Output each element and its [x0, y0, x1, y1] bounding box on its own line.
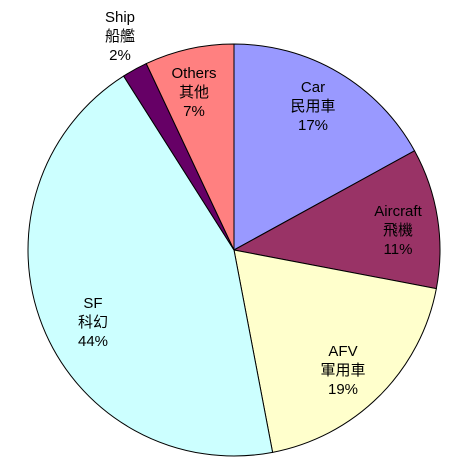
- slice-label-car: Car 民用車 17%: [290, 79, 335, 134]
- slice-label-zh: 民用車: [290, 98, 335, 115]
- pie-slice-aircraft: [232, 150, 441, 290]
- slice-label-sf: SF 科幻 44%: [78, 295, 108, 350]
- slice-label-others: Others 其他 7%: [171, 65, 216, 120]
- slice-value-label: 2%: [109, 47, 131, 64]
- slice-label-zh: 軍用車: [320, 362, 365, 379]
- slice-label-en: Others: [171, 65, 216, 82]
- slice-value-label: 11%: [384, 241, 413, 258]
- labels-layer: Car 民用車 17% Aircraft 飛機 11% AFV 軍用車 19% SF 科幻 44% Sh…: [78, 9, 423, 398]
- pie-slice-sf: [27, 75, 274, 457]
- slice-value-label: 17%: [298, 117, 328, 134]
- pie-slice-afv: [233, 249, 437, 453]
- slice-label-aircraft: Aircraft 飛機 11%: [374, 203, 422, 258]
- slice-label-en: Car: [301, 79, 325, 96]
- slice-value-label: 7%: [183, 103, 205, 120]
- slice-label-zh: 科幻: [78, 314, 108, 331]
- slice-label-zh: 飛機: [383, 222, 413, 239]
- slice-label-zh: 船艦: [105, 28, 135, 45]
- slice-value-label: 19%: [328, 381, 358, 398]
- slice-label-ship: Ship 船艦 2%: [105, 9, 135, 64]
- slice-label-en: AFV: [328, 343, 357, 360]
- slice-label-afv: AFV 軍用車 19%: [320, 343, 365, 398]
- slice-label-zh: 其他: [179, 84, 209, 101]
- slice-label-en: SF: [83, 295, 102, 312]
- slice-value-label: 44%: [78, 333, 108, 350]
- slice-label-en: Ship: [105, 9, 135, 26]
- pie-slice-car: [233, 43, 416, 251]
- slices-layer: [27, 43, 441, 457]
- slice-label-en: Aircraft: [374, 203, 422, 220]
- pie-slice-others: [145, 43, 235, 251]
